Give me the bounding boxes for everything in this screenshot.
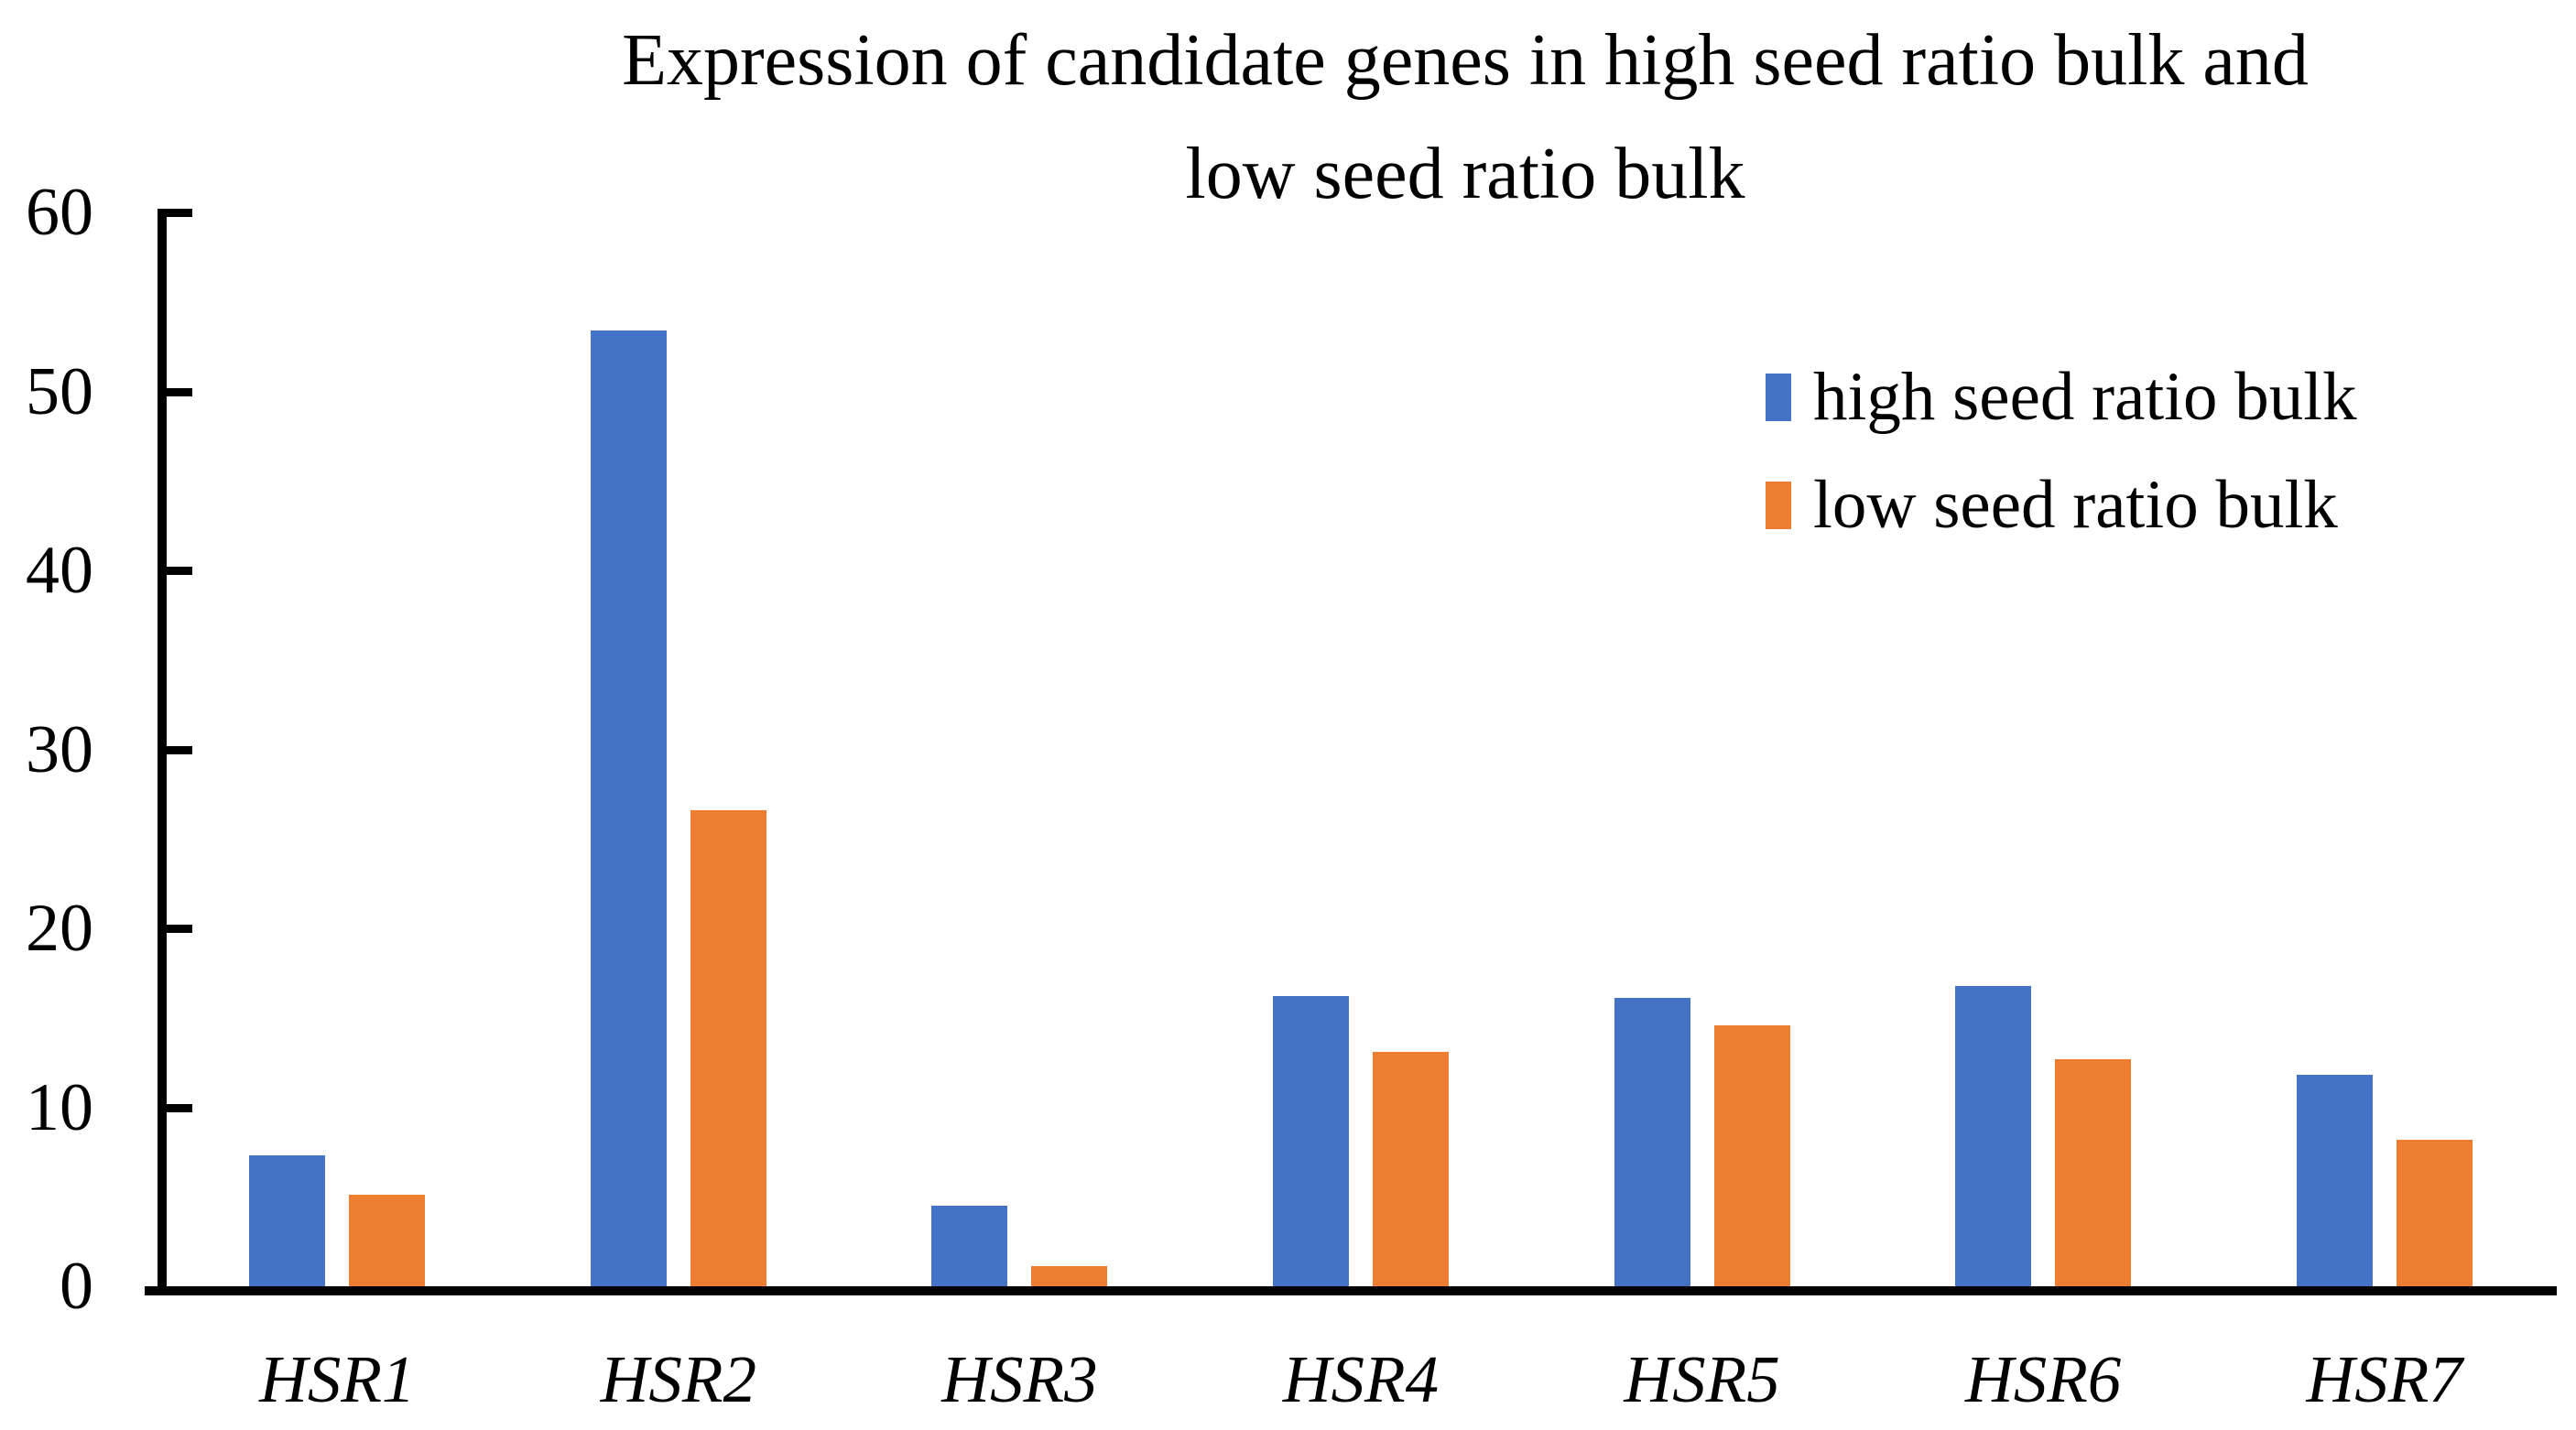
y-tick-label-60: 60 [26, 175, 93, 250]
legend-swatch-low-icon [1766, 482, 1791, 529]
y-tick-60 [167, 209, 192, 217]
bar-hsr2-low [690, 809, 766, 1286]
chart-title-line-1: Expression of candidate genes in high se… [622, 20, 2309, 101]
y-tick-label-10: 10 [26, 1069, 93, 1145]
bar-hsr7-low [2396, 1139, 2473, 1286]
y-tick-40 [167, 567, 192, 575]
x-category-label-hsr7: HSR7 [2306, 1342, 2462, 1416]
y-tick-50 [167, 387, 192, 396]
bar-hsr2-high [590, 330, 667, 1286]
y-tick-10 [167, 1103, 192, 1112]
y-tick-label-20: 20 [26, 891, 93, 966]
y-tick-30 [167, 745, 192, 754]
bar-hsr4-low [1373, 1051, 1449, 1286]
legend: high seed ratio bulk low seed ratio bulk [1766, 343, 2357, 559]
bar-hsr3-high [931, 1206, 1008, 1286]
y-tick-label-30: 30 [26, 711, 93, 787]
chart-title: Expression of candidate genes in high se… [357, 4, 2573, 231]
y-tick-20 [167, 925, 192, 933]
bar-hsr5-high [1614, 998, 1690, 1286]
y-tick-label-50: 50 [26, 353, 93, 429]
bar-hsr6-high [1955, 985, 2032, 1286]
bar-hsr6-low [2055, 1058, 2132, 1286]
legend-label: low seed ratio bulk [1813, 467, 2338, 543]
bar-hsr4-high [1273, 996, 1349, 1286]
bar-hsr5-low [1713, 1024, 1790, 1286]
x-category-label-hsr6: HSR6 [1964, 1342, 2122, 1416]
legend-item-low-seed-ratio-bulk: low seed ratio bulk [1766, 451, 2357, 559]
x-category-label-hsr4: HSR4 [1282, 1342, 1440, 1416]
legend-item-high-seed-ratio-bulk: high seed ratio bulk [1766, 343, 2357, 451]
x-category-label-hsr3: HSR3 [941, 1342, 1098, 1416]
y-tick-label-0: 0 [60, 1249, 93, 1324]
legend-label: high seed ratio bulk [1813, 359, 2357, 435]
y-tick-label-40: 40 [26, 533, 93, 608]
x-category-label-hsr1: HSR1 [259, 1342, 416, 1416]
chart-title-line-2: low seed ratio bulk [1185, 134, 1745, 214]
bar-hsr7-high [2296, 1075, 2373, 1286]
y-axis-line [158, 209, 167, 1295]
x-category-label-hsr2: HSR2 [600, 1342, 756, 1416]
bar-hsr1-low [349, 1195, 426, 1286]
bar-hsr1-high [249, 1155, 326, 1286]
x-axis-line [145, 1286, 2557, 1295]
legend-swatch-high-icon [1766, 374, 1791, 421]
bar-hsr3-low [1031, 1266, 1108, 1286]
x-category-label-hsr5: HSR5 [1624, 1342, 1780, 1416]
